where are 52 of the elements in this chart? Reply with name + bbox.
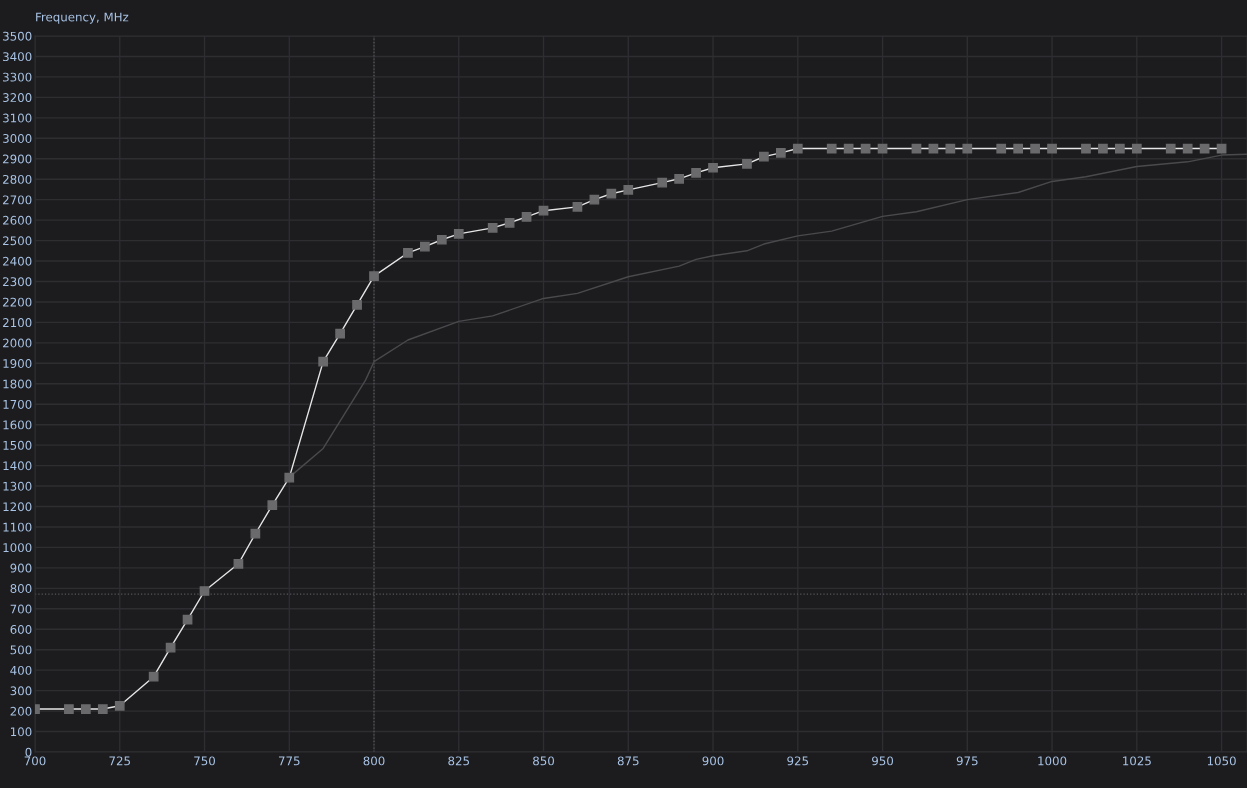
y-tick-label: 1500	[3, 440, 32, 450]
x-tick-label: 925	[787, 756, 809, 766]
y-tick-label: 2600	[3, 215, 32, 225]
y-tick-label: 1100	[3, 522, 32, 532]
y-tick-label: 700	[10, 604, 32, 614]
y-axis-title: Frequency, MHz	[36, 12, 129, 24]
y-tick-label: 1600	[3, 420, 32, 430]
y-tick-label: 2200	[3, 297, 32, 307]
x-tick-label: 1000	[1038, 756, 1067, 766]
x-tick-label: 700	[24, 756, 46, 766]
y-tick-label: 3400	[3, 52, 32, 62]
x-tick-label: 725	[109, 756, 130, 766]
x-tick-label: 1025	[1123, 756, 1151, 766]
y-tick-label: 2300	[3, 277, 32, 287]
y-tick-label: 3300	[3, 72, 32, 82]
y-tick-label: 200	[10, 706, 32, 716]
y-tick-label: 3500	[3, 31, 32, 41]
x-tick-label: 800	[363, 756, 385, 766]
x-tick-label: 850	[533, 756, 555, 766]
y-tick-label: 800	[10, 584, 32, 593]
y-tick-label: 2500	[3, 236, 32, 246]
y-tick-label: 2000	[3, 338, 32, 348]
y-tick-label: 3200	[3, 93, 32, 103]
y-tick-label: 100	[10, 727, 32, 737]
x-tick-label: 875	[617, 756, 639, 766]
y-tick-label: 1000	[3, 543, 32, 553]
x-tick-label: 975	[956, 756, 978, 766]
y-tick-label: 1200	[3, 502, 32, 512]
y-tick-label: 2100	[3, 318, 32, 328]
y-tick-label: 1800	[3, 379, 32, 389]
x-tick-label: 750	[194, 756, 215, 766]
y-tick-label: 500	[10, 645, 32, 655]
x-tick-label: 825	[448, 756, 470, 766]
y-tick-label: 600	[10, 624, 32, 634]
y-tick-label: 900	[10, 563, 32, 573]
x-tick-label: 900	[702, 756, 724, 766]
y-tick-label: 1700	[3, 399, 32, 409]
y-tick-label: 3000	[3, 134, 32, 143]
y-tick-label: 2400	[3, 256, 32, 266]
x-tick-label: 950	[872, 756, 894, 766]
y-tick-label: 1400	[3, 461, 32, 471]
y-tick-label: 2700	[3, 195, 32, 205]
y-tick-label: 1900	[3, 359, 32, 368]
y-tick-label: 400	[10, 665, 32, 675]
y-tick-label: 2800	[3, 174, 32, 184]
x-tick-label: 775	[278, 756, 300, 766]
y-tick-label: 3100	[3, 113, 32, 123]
y-tick-label: 300	[10, 686, 32, 696]
y-tick-label: 1300	[3, 481, 32, 491]
y-tick-label: 2900	[3, 154, 32, 164]
x-tick-label: 1050	[1207, 756, 1236, 766]
y-tick-label: 0	[25, 747, 32, 757]
